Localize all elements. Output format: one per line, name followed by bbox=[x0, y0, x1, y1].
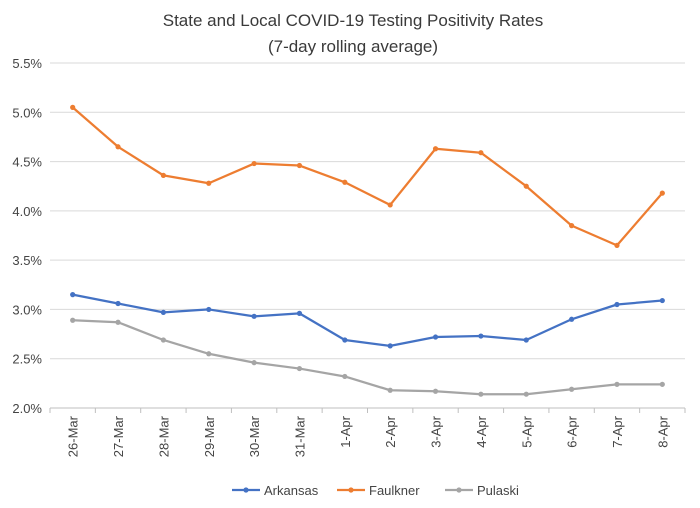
data-point bbox=[523, 391, 529, 397]
legend-marker bbox=[456, 487, 462, 493]
legend: Arkansas Faulkner Pulaski bbox=[232, 483, 519, 498]
data-point bbox=[523, 337, 529, 343]
data-point bbox=[115, 319, 121, 325]
x-axis-ticks: 26-Mar 27-Mar 28-Mar 29-Mar 30-Mar 31-Mar 1-Ap… bbox=[66, 415, 671, 457]
data-point bbox=[70, 104, 76, 110]
data-point bbox=[206, 180, 212, 186]
data-point bbox=[70, 292, 76, 298]
series-faulkner bbox=[70, 104, 665, 248]
legend-marker bbox=[243, 487, 249, 493]
data-point bbox=[251, 160, 257, 167]
data-point bbox=[296, 162, 303, 169]
y-tick-label: 5.0% bbox=[12, 105, 42, 120]
y-tick-label: 3.0% bbox=[12, 302, 42, 317]
data-point bbox=[432, 146, 439, 152]
data-point bbox=[432, 388, 439, 394]
series-group bbox=[70, 104, 665, 397]
data-point bbox=[160, 309, 166, 315]
x-tick-label: 28-Mar bbox=[156, 415, 171, 457]
data-point bbox=[432, 334, 439, 340]
legend-label: Arkansas bbox=[264, 483, 319, 498]
y-axis-ticks: 2.0% 2.5% 3.0% 3.5% 4.0% 4.5% 5.0% 5.5% bbox=[12, 56, 42, 416]
legend-label: Faulkner bbox=[369, 483, 420, 498]
x-tick-label: 7-Apr bbox=[610, 415, 625, 447]
data-point bbox=[160, 172, 166, 178]
x-tick-label: 27-Mar bbox=[111, 415, 126, 457]
data-point bbox=[342, 179, 348, 185]
data-point bbox=[387, 202, 393, 208]
data-point bbox=[296, 310, 303, 316]
legend-item-pulaski: Pulaski bbox=[445, 483, 519, 498]
legend-label: Pulaski bbox=[477, 483, 519, 498]
y-tick-label: 5.5% bbox=[12, 56, 42, 71]
y-tick-label: 3.5% bbox=[12, 253, 42, 268]
data-point bbox=[296, 365, 303, 372]
x-tick-label: 29-Mar bbox=[202, 415, 217, 457]
x-tick-label: 4-Apr bbox=[474, 415, 489, 447]
series-line-faulkner bbox=[71, 106, 664, 247]
gridlines bbox=[50, 62, 685, 360]
data-point bbox=[569, 223, 575, 229]
series-pulaski bbox=[70, 317, 665, 397]
legend-marker bbox=[348, 487, 354, 493]
x-tick-label: 26-Mar bbox=[66, 415, 81, 457]
data-point bbox=[659, 190, 665, 196]
chart-title: State and Local COVID-19 Testing Positiv… bbox=[163, 11, 543, 56]
y-tick-label: 4.0% bbox=[12, 204, 42, 219]
x-tick-label: 8-Apr bbox=[655, 415, 670, 447]
y-tick-label: 4.5% bbox=[12, 155, 42, 170]
data-point bbox=[569, 316, 575, 322]
legend-item-faulkner: Faulkner bbox=[337, 483, 420, 498]
data-point bbox=[569, 386, 575, 392]
x-tick-label: 2-Apr bbox=[383, 415, 398, 447]
y-tick-label: 2.0% bbox=[12, 401, 42, 416]
series-line-arkansas bbox=[71, 293, 664, 348]
data-point bbox=[614, 381, 620, 387]
data-point bbox=[251, 360, 257, 366]
data-point bbox=[160, 337, 166, 343]
x-tick-label: 3-Apr bbox=[429, 415, 444, 447]
data-point bbox=[342, 373, 348, 380]
data-point bbox=[115, 144, 121, 150]
data-point bbox=[206, 306, 212, 313]
chart-title-line-2: (7-day rolling average) bbox=[268, 37, 438, 56]
data-point bbox=[478, 150, 484, 156]
axes bbox=[49, 407, 686, 413]
legend-item-arkansas: Arkansas bbox=[232, 483, 319, 498]
x-tick-label: 6-Apr bbox=[565, 415, 580, 447]
x-tick-label: 30-Mar bbox=[247, 415, 262, 457]
data-point bbox=[251, 313, 257, 319]
data-point bbox=[206, 351, 212, 357]
series-line-pulaski bbox=[71, 319, 664, 396]
data-point bbox=[659, 381, 665, 387]
x-tick-label: 1-Apr bbox=[338, 415, 353, 447]
data-point bbox=[523, 183, 529, 189]
y-tick-label: 2.5% bbox=[12, 352, 42, 367]
data-point bbox=[659, 297, 665, 304]
data-point bbox=[70, 317, 76, 323]
chart-title-line-1: State and Local COVID-19 Testing Positiv… bbox=[163, 11, 543, 30]
data-point bbox=[478, 391, 484, 397]
data-point bbox=[614, 301, 620, 308]
data-point bbox=[342, 337, 348, 343]
data-point bbox=[115, 300, 121, 307]
series-arkansas bbox=[70, 292, 665, 349]
data-point bbox=[478, 333, 484, 339]
x-tick-label: 5-Apr bbox=[519, 415, 534, 447]
data-point bbox=[614, 242, 620, 248]
data-point bbox=[387, 343, 393, 349]
x-tick-label: 31-Mar bbox=[292, 415, 307, 457]
data-point bbox=[387, 387, 393, 393]
